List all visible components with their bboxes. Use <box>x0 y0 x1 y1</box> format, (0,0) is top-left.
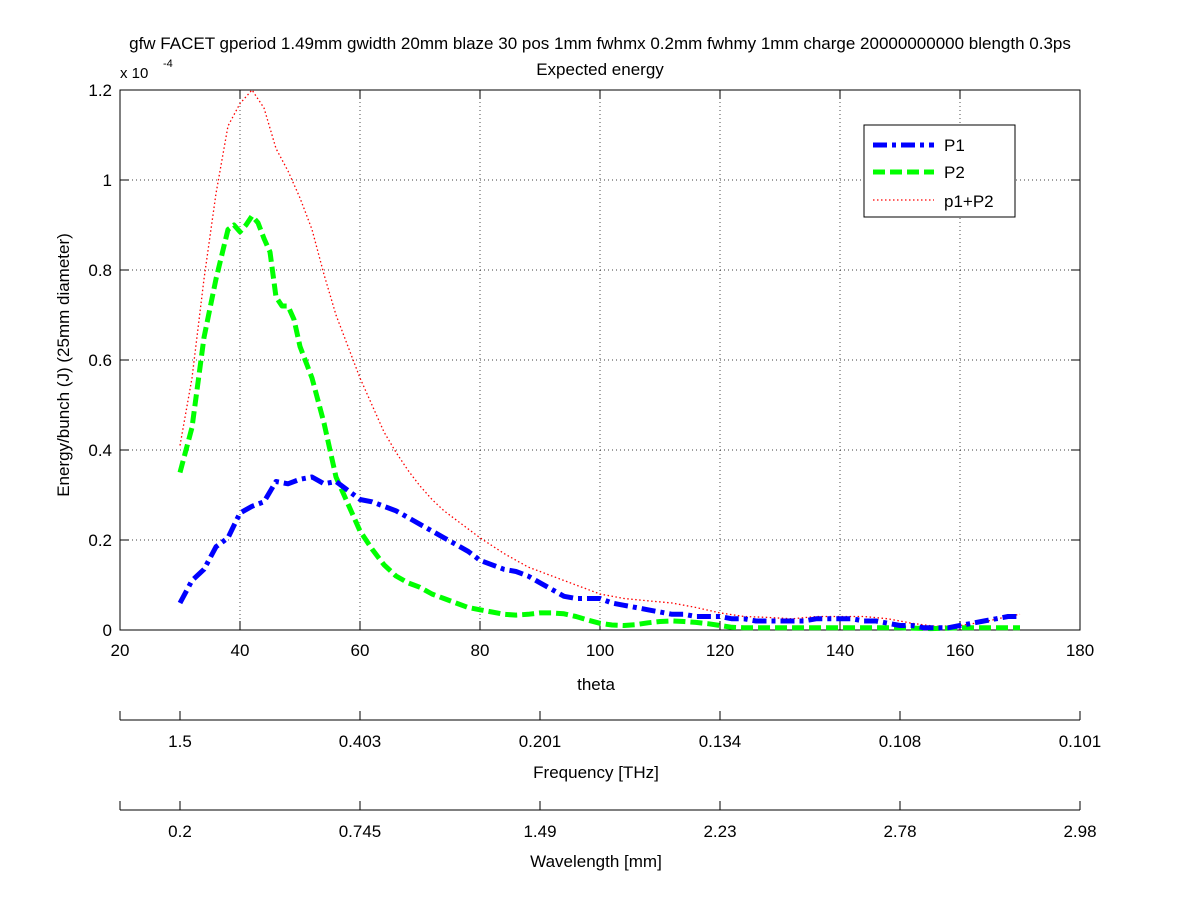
x-tick-label: 120 <box>706 641 734 660</box>
chart-subtitle: Expected energy <box>536 60 664 79</box>
y-tick-label: 0.6 <box>88 351 112 370</box>
secondary-axis-tick-label: 0.403 <box>339 732 382 751</box>
legend-item-p1: P1 <box>873 136 965 155</box>
secondary-axis-tick-label: 0.101 <box>1059 732 1102 751</box>
legend-label-p2: P2 <box>944 163 965 182</box>
secondary-axis-tick-label: 1.49 <box>523 822 556 841</box>
secondary-axis-tick-label: 0.2 <box>168 822 192 841</box>
legend-item-p2: P2 <box>873 163 965 182</box>
secondary-axis-tick-label: 2.23 <box>703 822 736 841</box>
x-tick-label: 40 <box>231 641 250 660</box>
secondary-axis-tick-label: 1.5 <box>168 732 192 751</box>
x-tick-label: 20 <box>111 641 130 660</box>
y-tick-label: 0.4 <box>88 441 112 460</box>
y-tick-label: 1 <box>103 171 112 190</box>
x-tick-labels: 20 40 60 80 100 120 140 160 180 <box>111 641 1095 660</box>
y-tick-label: 0.8 <box>88 261 112 280</box>
wavelength-axis: 0.2 0.745 1.49 2.23 2.78 2.98 Wavelength [mm] <box>119 801 1097 871</box>
frequency-axis: 1.5 0.403 0.201 0.134 0.108 0.101 Frequency [… <box>119 711 1102 782</box>
secondary-axis-tick-label: 0.134 <box>699 732 742 751</box>
x-axis-label: theta <box>577 675 615 694</box>
chart-title: gfw FACET gperiod 1.49mm gwidth 20mm bla… <box>129 34 1071 53</box>
x-tick-label: 140 <box>826 641 854 660</box>
x-tick-label: 100 <box>586 641 614 660</box>
series-line-P1 <box>177 474 1020 631</box>
x-tick-label: 180 <box>1066 641 1094 660</box>
secondary-axis-tick-label: 2.78 <box>883 822 916 841</box>
x-tick-label: 60 <box>351 641 370 660</box>
secondary-axis-tick-label: 0.108 <box>879 732 922 751</box>
frequency-axis-label: Frequency [THz] <box>533 763 659 782</box>
y-exponent-power: -4 <box>163 58 173 70</box>
y-tick-labels: 0 0.2 0.4 0.6 0.8 1 1.2 <box>88 81 112 640</box>
y-exponent-base: x 10 <box>120 65 148 82</box>
legend: P1 P2 p1+P2 <box>863 124 1016 218</box>
legend-label-p1+p2: p1+P2 <box>944 192 994 211</box>
y-tick-label: 0.2 <box>88 531 112 550</box>
y-exponent-label: x 10 -4 <box>120 58 173 82</box>
series-line-P2 <box>177 213 1020 632</box>
series-line-p1+P2 <box>179 89 1021 628</box>
legend-box <box>863 124 1016 218</box>
wavelength-axis-label: Wavelength [mm] <box>530 852 662 871</box>
frequency-axis-ticks: 1.5 0.403 0.201 0.134 0.108 0.101 <box>119 711 1102 751</box>
secondary-axis-tick-label: 2.98 <box>1063 822 1096 841</box>
legend-label-p1: P1 <box>944 136 965 155</box>
y-tick-label: 0 <box>103 621 112 640</box>
x-tick-label: 160 <box>946 641 974 660</box>
wavelength-axis-ticks: 0.2 0.745 1.49 2.23 2.78 2.98 <box>119 801 1097 841</box>
plot-area <box>177 89 1021 632</box>
secondary-axis-tick-label: 0.745 <box>339 822 382 841</box>
legend-item-p1+p2: p1+P2 <box>873 192 994 211</box>
x-tick-label: 80 <box>471 641 490 660</box>
axis-ticks <box>119 89 1081 631</box>
y-tick-label: 1.2 <box>88 81 112 100</box>
y-axis-label: Energy/bunch (J) (25mm diameter) <box>54 233 73 497</box>
secondary-axis-tick-label: 0.201 <box>519 732 562 751</box>
